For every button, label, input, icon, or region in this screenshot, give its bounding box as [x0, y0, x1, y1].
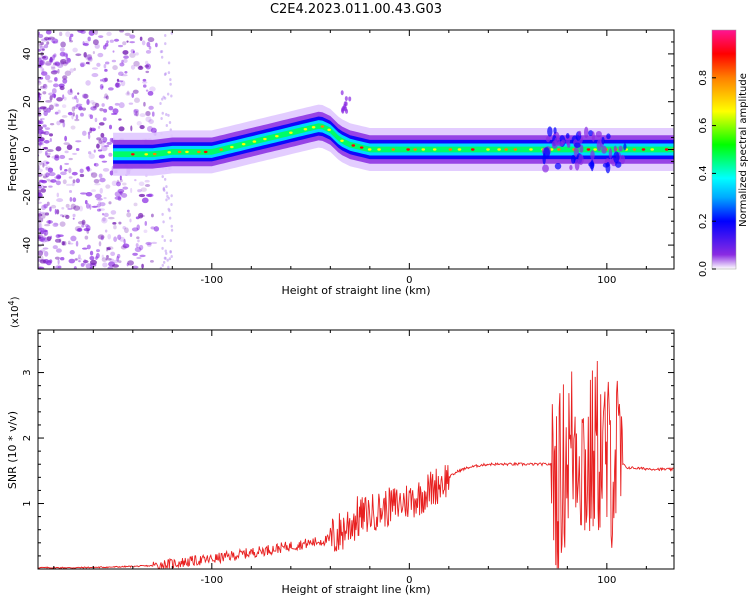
y-tick-label: 3: [22, 369, 33, 375]
y-tick-label: 40: [22, 48, 33, 61]
colorbar-tick-label: 0.8: [698, 70, 709, 86]
spectrogram-panel: -100 0 100 -40 -20 0 20 40 Height of straight l…: [6, 29, 749, 297]
snr-y-axis-label: SNR (10 * v/v): [6, 411, 19, 489]
noise-speckles: [38, 30, 174, 269]
x-tick-label: -100: [200, 275, 223, 286]
colorbar-frame: [711, 29, 737, 270]
colorbar-tick-label: 0.0: [698, 261, 709, 277]
x-tick-label: 100: [597, 575, 616, 586]
spectral-ridge: [113, 90, 674, 176]
x-tick-label: -100: [200, 575, 223, 586]
colorbar-ticks: 0.0 0.2 0.4 0.6 0.8: [698, 70, 716, 277]
y-tick-label: 0: [22, 146, 33, 152]
snr-panel: -100 0 100 1 2 3 Height of straight line (km)…: [6, 296, 675, 596]
snr-x-axis-label: Height of straight line (km): [281, 583, 430, 596]
colorbar-tick-label: 0.4: [698, 165, 709, 181]
colorbar: 0.0 0.2 0.4 0.6 0.8 Normalized spectral ampl…: [698, 29, 749, 277]
y-tick-label: 1: [22, 500, 33, 506]
y-tick-label: -20: [22, 189, 33, 205]
snr-series-line: [38, 360, 674, 569]
snr-plot-area: [38, 360, 674, 569]
spectrogram-y-axis-label: Frequency (Hz): [6, 109, 19, 192]
x-tick-label: 0: [406, 575, 412, 586]
spectrogram-plot-area: [38, 30, 674, 269]
y-tick-label: 20: [22, 95, 33, 108]
snr-frame: [37, 329, 675, 570]
colorbar-tick-label: 0.2: [698, 213, 709, 229]
y-tick-label: 2: [22, 435, 33, 441]
colorbar-tick-label: 0.6: [698, 118, 709, 134]
chart-title: C2E4.2023.011.00.43.G03: [270, 2, 442, 17]
snr-multiplier-label: (x104): [7, 296, 21, 328]
y-tick-label: -40: [22, 237, 33, 253]
spectrogram-axes: -100 0 100 -40 -20 0 20 40: [22, 29, 674, 286]
colorbar-label: Normalized spectral amplitude: [738, 73, 749, 227]
snr-axes: -100 0 100 1 2 3: [22, 330, 674, 586]
colorbar-gradient: [712, 30, 736, 269]
x-tick-label: 100: [597, 275, 616, 286]
x-tick-label: 0: [406, 275, 412, 286]
spectrogram-x-axis-label: Height of straight line (km): [281, 284, 430, 297]
